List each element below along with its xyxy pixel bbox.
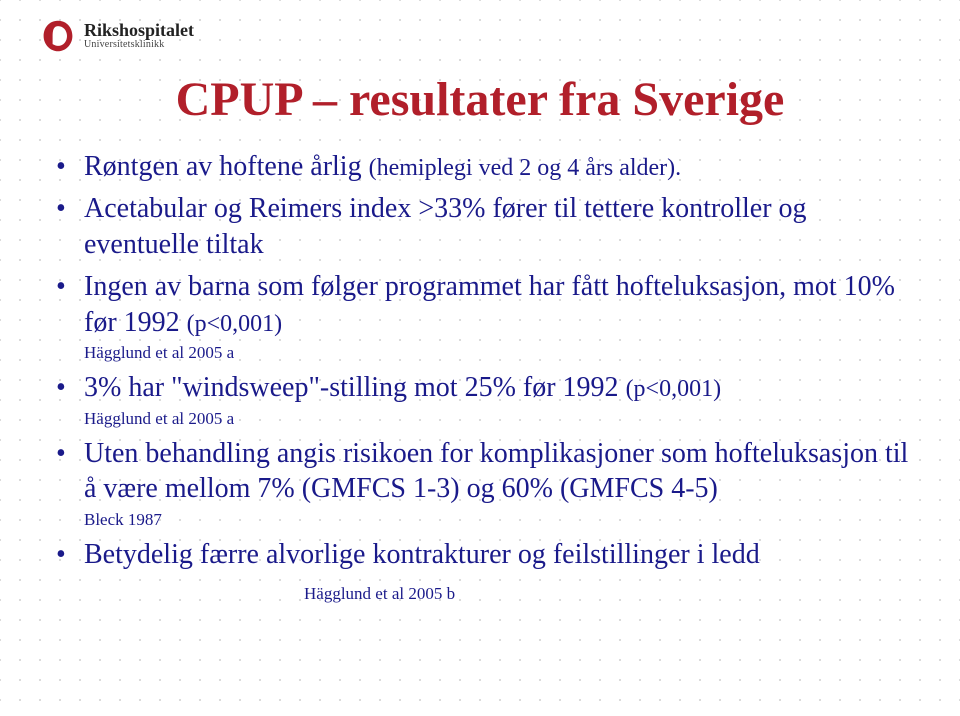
logo-name: Rikshospitalet [84, 21, 194, 40]
bullet-text: 3% har "windsweep"-stilling mot 25% før … [84, 372, 626, 403]
bullet-item: Acetabular og Reimers index >33% fører t… [56, 191, 920, 263]
bullet-text: Acetabular og Reimers index >33% fører t… [84, 193, 807, 260]
bullet-paren: (p<0,001) [187, 311, 283, 337]
bullet-paren: (p<0,001) [626, 376, 722, 402]
rikshospitalet-icon [40, 18, 76, 54]
bullet-item: Ingen av barna som følger programmet har… [56, 269, 920, 364]
logo-subtitle: Universitetsklinikk [84, 40, 194, 51]
bullet-item: 3% har "windsweep"-stilling mot 25% før … [56, 370, 920, 430]
bullet-list: Røntgen av hoftene årlig (hemiplegi ved … [56, 149, 920, 609]
bullet-item: Betydelig færre alvorlige kontrakturer o… [56, 537, 920, 609]
bullet-text: Betydelig færre alvorlige kontrakturer o… [84, 539, 760, 570]
bullet-citation: Bleck 1987 [84, 509, 920, 531]
bullet-item: Uten behandling angis risikoen for kompl… [56, 436, 920, 531]
slide-content: Rikshospitalet Universitetsklinikk CPUP … [0, 0, 960, 635]
bullet-paren: (hemiplegi ved 2 og 4 års alder). [369, 155, 682, 181]
bullet-text: Røntgen av hoftene årlig [84, 151, 369, 182]
bullet-citation: Hägglund et al 2005 a [84, 342, 920, 364]
bullet-citation-inline: Hägglund et al 2005 b [304, 584, 455, 603]
bullet-item: Røntgen av hoftene årlig (hemiplegi ved … [56, 149, 920, 185]
bullet-text: Uten behandling angis risikoen for kompl… [84, 438, 908, 505]
slide-title: CPUP – resultater fra Sverige [40, 72, 920, 127]
header: Rikshospitalet Universitetsklinikk [40, 18, 920, 54]
logo: Rikshospitalet Universitetsklinikk [40, 18, 194, 54]
logo-text: Rikshospitalet Universitetsklinikk [84, 21, 194, 50]
bullet-citation: Hägglund et al 2005 a [84, 408, 920, 430]
